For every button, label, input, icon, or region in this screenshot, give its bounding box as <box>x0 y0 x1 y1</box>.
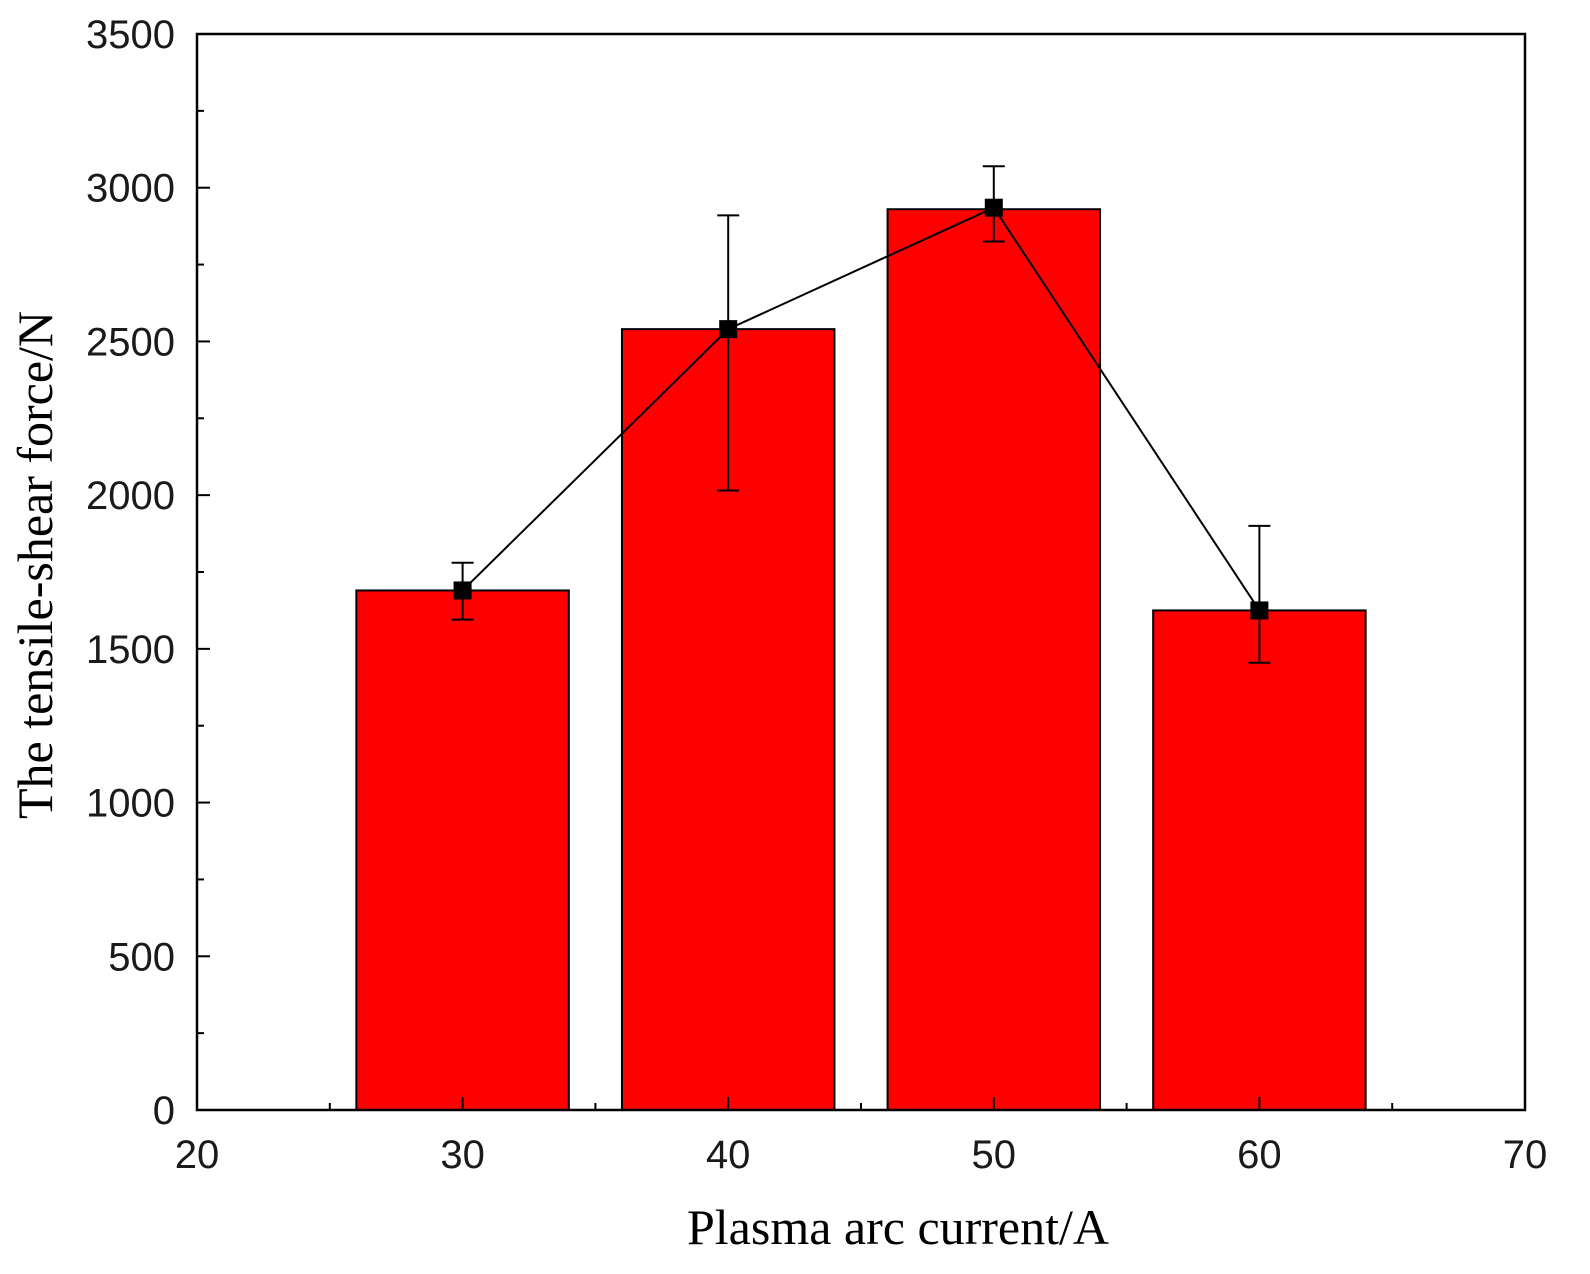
y-tick-label: 1500 <box>86 628 175 672</box>
y-tick-label: 500 <box>108 935 175 979</box>
data-point-marker <box>453 581 472 600</box>
x-tick-label: 60 <box>1237 1133 1282 1177</box>
line-layer <box>461 206 1261 611</box>
bar <box>355 589 570 1111</box>
x-tick-label: 70 <box>1503 1133 1548 1177</box>
error-bars-layer <box>451 165 1271 664</box>
data-point-marker <box>984 198 1003 217</box>
y-axis-title: The tensile-shear force/N <box>7 311 63 819</box>
bars-layer <box>355 208 1367 1112</box>
y-tick-label: 3500 <box>86 13 175 57</box>
x-axis: 20 30 40 50 60 70 <box>175 1097 1548 1177</box>
bar <box>1152 609 1367 1112</box>
x-tick-label: 20 <box>175 1133 220 1177</box>
y-axis: 0 500 1000 1500 2000 2500 3000 3500 <box>86 13 210 1133</box>
data-point-marker <box>1250 601 1269 620</box>
data-point-marker <box>719 320 738 339</box>
y-tick-label: 1000 <box>86 782 175 826</box>
x-tick-label: 40 <box>706 1133 751 1177</box>
y-tick-label: 2000 <box>86 474 175 518</box>
y-tick-label: 0 <box>153 1089 175 1133</box>
y-tick-label: 3000 <box>86 167 175 211</box>
series-line <box>461 206 1261 611</box>
markers-layer <box>453 198 1269 620</box>
y-tick-label: 2500 <box>86 320 175 364</box>
bar <box>886 208 1102 1111</box>
x-axis-title: Plasma arc current/A <box>687 1199 1109 1255</box>
x-tick-label: 50 <box>972 1133 1017 1177</box>
x-tick-label: 30 <box>440 1133 485 1177</box>
